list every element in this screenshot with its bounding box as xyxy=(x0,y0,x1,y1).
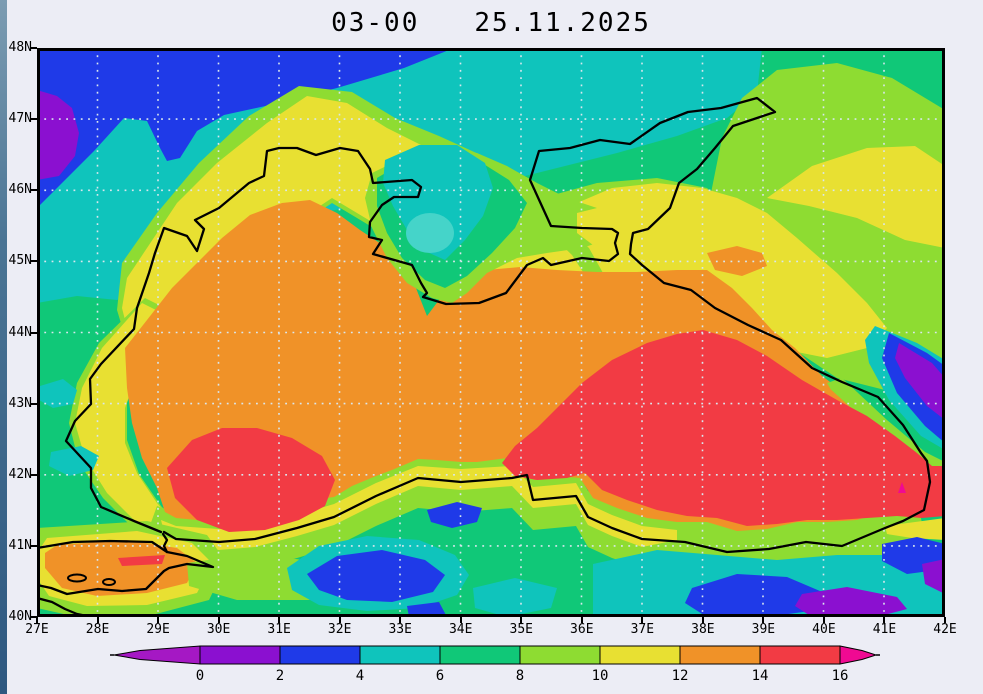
colorbar-label: 14 xyxy=(751,668,769,684)
lon-label: 34E xyxy=(448,622,473,637)
lon-label: 39E xyxy=(751,622,776,637)
lon-tick-mark xyxy=(883,617,886,623)
lat-label: 45N xyxy=(8,253,32,269)
lat-tick-mark xyxy=(30,189,37,192)
colorbar-label: 12 xyxy=(671,668,689,684)
colorbar-label: 2 xyxy=(275,668,285,684)
lon-tick-mark xyxy=(96,617,99,623)
lon-label: 37E xyxy=(630,622,655,637)
colorbar xyxy=(110,645,880,665)
lat-tick-mark xyxy=(30,473,37,476)
lat-tick-mark xyxy=(30,260,37,263)
temperature-field xyxy=(37,48,945,617)
plot-title: 03-00 25.11.2025 xyxy=(37,8,945,38)
lon-tick-mark xyxy=(338,617,341,623)
lat-tick-mark xyxy=(30,402,37,405)
lon-tick-mark xyxy=(520,617,523,623)
colorbar-label: 4 xyxy=(355,668,365,684)
lat-tick-mark xyxy=(30,544,37,547)
lon-label: 36E xyxy=(570,622,594,637)
lat-tick-mark xyxy=(30,616,37,618)
lon-tick-mark xyxy=(459,617,462,623)
lon-tick-mark xyxy=(580,617,583,623)
lat-label: 47N xyxy=(8,111,32,127)
lat-tick-mark xyxy=(30,47,37,49)
black-sea-map xyxy=(35,48,945,619)
graticule xyxy=(37,48,945,617)
lon-tick-mark xyxy=(399,617,402,623)
colorbar-under-arrow xyxy=(113,645,201,665)
colorbar-label: 8 xyxy=(515,668,525,684)
title-time: 03-00 xyxy=(331,8,420,38)
temperature-field-svg xyxy=(35,48,945,619)
lon-tick-mark xyxy=(641,617,644,623)
lon-tick-mark xyxy=(36,617,38,623)
lon-label: 27E xyxy=(25,622,49,637)
lon-label: 38E xyxy=(691,622,715,637)
colorbar-over-arrow xyxy=(839,645,878,665)
lat-tick-mark xyxy=(30,118,37,121)
lat-tick-mark xyxy=(30,331,37,334)
over-range-marker xyxy=(898,482,906,493)
lon-tick-mark xyxy=(278,617,281,623)
colorbar-label: 16 xyxy=(831,668,849,684)
lat-label: 42N xyxy=(8,466,32,482)
colorbar-label: 10 xyxy=(591,668,609,684)
lon-label: 30E xyxy=(206,622,231,637)
lon-label: 35E xyxy=(509,622,533,637)
lon-label: 29E xyxy=(146,622,170,637)
lon-tick-mark xyxy=(701,617,704,623)
coastline xyxy=(35,96,932,619)
lon-label: 32E xyxy=(327,622,352,637)
lon-label: 31E xyxy=(267,622,291,637)
plot-frame xyxy=(37,48,945,617)
window-edge-strip xyxy=(0,0,7,694)
lat-label: 46N xyxy=(8,182,32,198)
lon-label: 33E xyxy=(388,622,412,637)
lon-tick-mark xyxy=(157,617,160,623)
colorbar-label: 6 xyxy=(435,668,445,684)
colorbar-label: 0 xyxy=(195,668,205,684)
lon-tick-mark xyxy=(762,617,765,623)
lon-label: 42E xyxy=(933,622,957,637)
lon-label: 28E xyxy=(85,622,110,637)
lon-tick-mark xyxy=(822,617,825,623)
title-date: 25.11.2025 xyxy=(474,8,651,38)
lat-label: 41N xyxy=(8,537,32,553)
lon-label: 40E xyxy=(812,622,836,637)
lat-label: 48N xyxy=(8,40,32,55)
lat-label: 43N xyxy=(8,395,32,411)
lon-tick-mark xyxy=(943,617,946,623)
lat-label: 44N xyxy=(8,324,32,340)
lon-tick-mark xyxy=(217,617,220,623)
lat-label: 40N xyxy=(8,609,32,624)
lon-label: 41E xyxy=(872,622,897,637)
